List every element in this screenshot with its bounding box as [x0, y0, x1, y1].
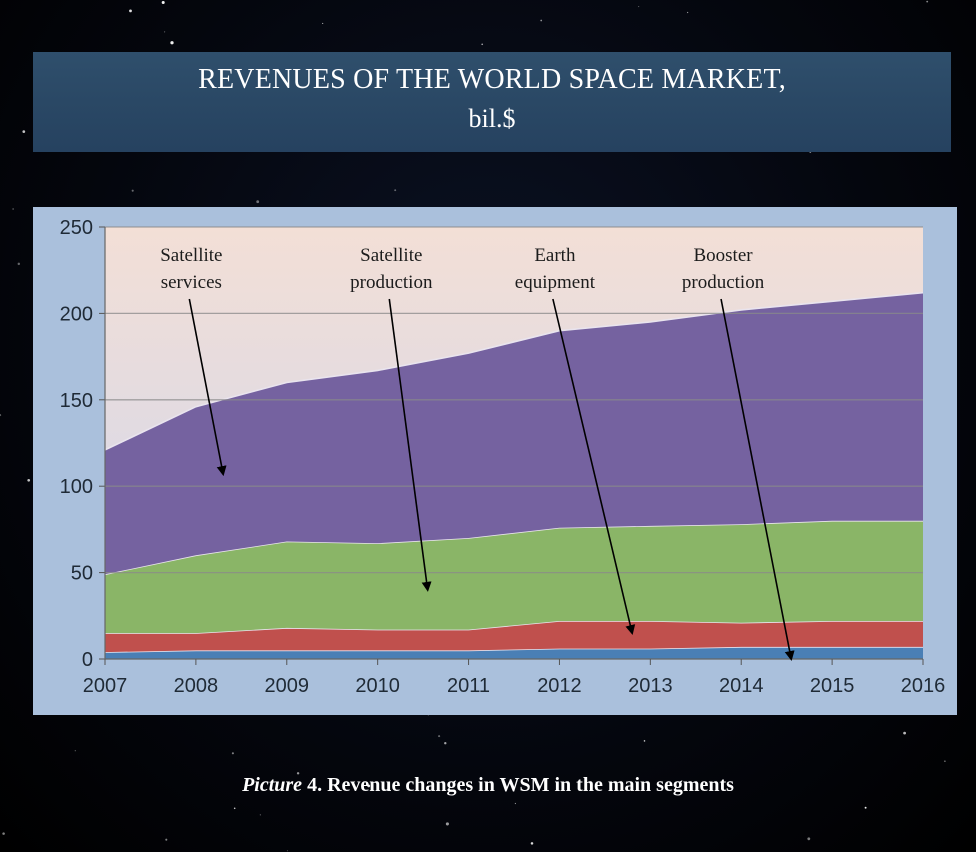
annotation-label-satellite_services: Satellite [160, 245, 222, 266]
star [514, 802, 517, 805]
x-tick-label: 2012 [537, 675, 582, 697]
star [530, 842, 534, 845]
star [0, 414, 2, 417]
star [259, 814, 261, 816]
star [481, 43, 484, 46]
chart-panel: 0 50 100 150 200 250 2007 2008 2009 2010 2011 2012 2… [33, 207, 957, 715]
star [686, 11, 689, 14]
star [286, 850, 288, 852]
star [638, 6, 640, 8]
star [394, 189, 397, 192]
star [233, 807, 236, 810]
y-tick-label: 50 [71, 563, 93, 585]
star [807, 837, 811, 841]
star [170, 41, 174, 45]
x-tick-label: 2015 [810, 675, 855, 697]
x-tick-label: 2013 [628, 675, 673, 697]
star [926, 0, 929, 3]
star [129, 9, 132, 13]
area-booster_production [105, 646, 923, 659]
star [540, 19, 543, 22]
x-tick-label: 2010 [355, 675, 400, 697]
x-tick-label: 2008 [174, 675, 219, 697]
star [296, 772, 300, 775]
star [444, 742, 447, 745]
star [164, 31, 166, 33]
y-tick-label: 250 [60, 217, 93, 239]
star [231, 752, 234, 755]
annotation-label-satellite_production: production [350, 272, 433, 293]
star [367, 784, 371, 788]
annotation-label-booster_production: Booster [693, 245, 753, 266]
star [2, 832, 5, 835]
area-edge-satellite_services [104, 291, 924, 451]
star [27, 478, 31, 482]
area-satellite_services [105, 292, 923, 575]
caption-prefix: Picture [242, 774, 303, 796]
star [944, 760, 946, 762]
star [256, 200, 260, 204]
star [131, 189, 134, 192]
star [17, 262, 21, 266]
chart-title-line2: bil.$ [468, 104, 516, 133]
title-banner: REVENUES OF THE WORLD SPACE MARKET, bil.… [33, 52, 951, 152]
annotation-arrow-satellite_production [388, 298, 432, 592]
star [445, 822, 449, 826]
star [438, 735, 441, 738]
star [643, 740, 646, 742]
chart-title-line1: REVENUES OF THE WORLD SPACE MARKET, [198, 64, 786, 95]
star [74, 750, 76, 752]
area-satellite_production [105, 520, 923, 634]
star [864, 806, 867, 809]
y-tick-label: 200 [60, 303, 93, 325]
star [165, 838, 168, 841]
star [161, 0, 165, 5]
star [903, 731, 906, 735]
annotation-label-earth_equipment: equipment [515, 272, 596, 293]
star [322, 22, 324, 24]
annotation-arrow-booster_production [720, 298, 795, 661]
figure-caption: Picture 4. Revenue changes in WSM in the… [0, 774, 976, 797]
annotation-label-satellite_services: services [161, 272, 222, 293]
star [22, 130, 26, 133]
annotation-label-booster_production: production [682, 272, 765, 293]
annotation-label-earth_equipment: Earth [534, 245, 576, 266]
x-tick-label: 2011 [447, 675, 490, 697]
x-tick-label: 2007 [83, 675, 128, 697]
caption-text: 4. Revenue changes in WSM in the main se… [302, 774, 734, 796]
y-tick-label: 150 [60, 390, 93, 412]
y-tick-label: 100 [60, 476, 93, 498]
annotation-label-satellite_production: Satellite [360, 245, 422, 266]
star [12, 208, 14, 210]
x-tick-label: 2014 [719, 675, 764, 697]
annotation-arrow-satellite_services [188, 298, 227, 477]
x-tick-label: 2016 [901, 675, 946, 697]
y-tick-label: 0 [82, 649, 93, 671]
x-tick-label: 2009 [265, 675, 310, 697]
annotation-arrow-earth_equipment [552, 298, 636, 636]
stacked-area-chart: 0 50 100 150 200 250 2007 2008 2009 2010 2011 2012 2… [60, 217, 946, 697]
